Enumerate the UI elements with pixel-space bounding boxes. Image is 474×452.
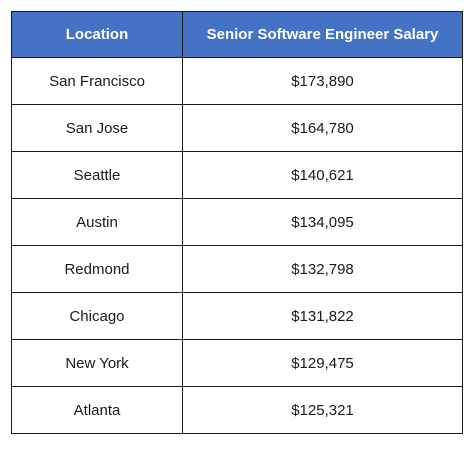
cell-salary: $131,822 bbox=[182, 292, 463, 340]
cell-salary: $140,621 bbox=[182, 151, 463, 199]
table-row: Chicago $131,822 bbox=[11, 292, 463, 340]
salary-table-container: Location Senior Software Engineer Salary… bbox=[11, 11, 463, 434]
cell-salary: $132,798 bbox=[182, 245, 463, 293]
cell-location: Austin bbox=[11, 198, 183, 246]
table-header: Location Senior Software Engineer Salary bbox=[11, 11, 463, 58]
cell-salary: $129,475 bbox=[182, 339, 463, 387]
header-row: Location Senior Software Engineer Salary bbox=[11, 11, 463, 58]
table-row: San Francisco $173,890 bbox=[11, 57, 463, 105]
table-row: Austin $134,095 bbox=[11, 198, 463, 246]
cell-salary: $125,321 bbox=[182, 386, 463, 434]
salary-table: Location Senior Software Engineer Salary… bbox=[11, 11, 463, 434]
column-header-salary: Senior Software Engineer Salary bbox=[182, 11, 463, 58]
cell-location: San Francisco bbox=[11, 57, 183, 105]
cell-location: Chicago bbox=[11, 292, 183, 340]
cell-location: New York bbox=[11, 339, 183, 387]
column-header-location: Location bbox=[11, 11, 183, 58]
table-row: Atlanta $125,321 bbox=[11, 386, 463, 434]
cell-location: Atlanta bbox=[11, 386, 183, 434]
cell-location: San Jose bbox=[11, 104, 183, 152]
table-row: Seattle $140,621 bbox=[11, 151, 463, 199]
cell-location: Seattle bbox=[11, 151, 183, 199]
table-row: New York $129,475 bbox=[11, 339, 463, 387]
table-body: San Francisco $173,890 San Jose $164,780… bbox=[11, 57, 463, 434]
table-row: San Jose $164,780 bbox=[11, 104, 463, 152]
cell-salary: $134,095 bbox=[182, 198, 463, 246]
table-row: Redmond $132,798 bbox=[11, 245, 463, 293]
cell-location: Redmond bbox=[11, 245, 183, 293]
cell-salary: $164,780 bbox=[182, 104, 463, 152]
cell-salary: $173,890 bbox=[182, 57, 463, 105]
